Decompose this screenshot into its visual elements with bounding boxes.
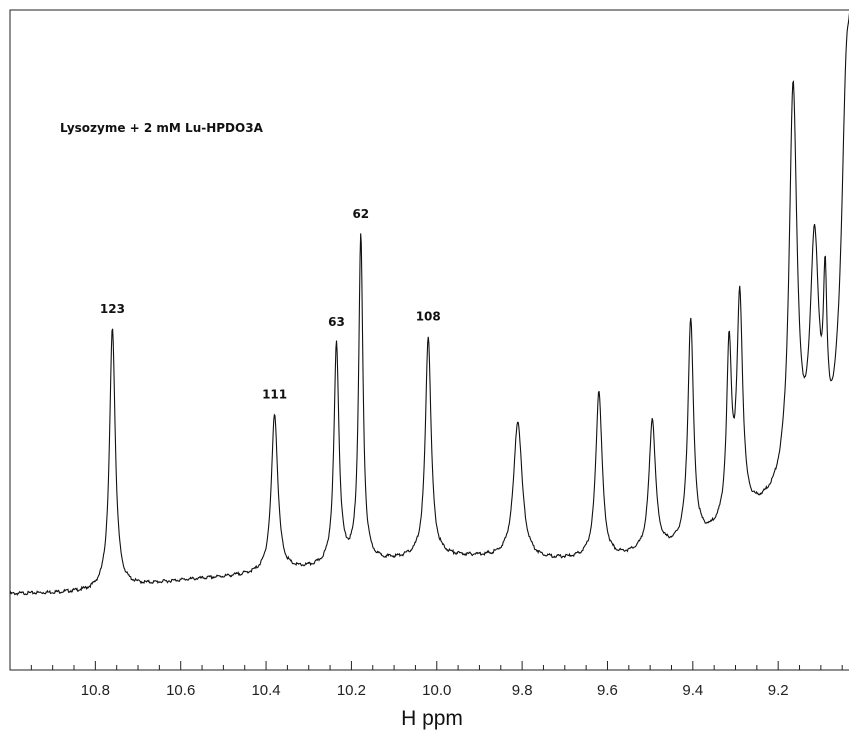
peak-label: 108 xyxy=(416,310,441,324)
plot-frame xyxy=(9,9,849,671)
peak-label: 63 xyxy=(328,315,345,329)
peak-labels: 123 111 63 62 108 xyxy=(100,207,441,402)
x-tick-label: 9.2 xyxy=(768,682,789,699)
chart-title: Lysozyme + 2 mM Lu-HPDO3A xyxy=(60,121,264,135)
x-tick-label: 9.4 xyxy=(682,682,703,699)
x-axis-ticks xyxy=(30,661,843,670)
peak-label: 62 xyxy=(352,207,369,221)
x-tick-label: 10.8 xyxy=(81,682,110,699)
x-tick-label: 10.0 xyxy=(422,682,451,699)
x-tick-label: 9.8 xyxy=(512,682,533,699)
x-tick-label: 10.2 xyxy=(337,682,366,699)
x-axis-tick-labels: 10.8 10.6 10.4 10.2 10.0 9.8 9.6 9.4 9.2 xyxy=(81,682,789,699)
x-tick-label: 9.6 xyxy=(597,682,618,699)
peak-label: 111 xyxy=(262,388,287,402)
x-tick-label: 10.4 xyxy=(251,682,280,699)
x-axis-label: H ppm xyxy=(401,707,463,730)
peak-label: 123 xyxy=(100,302,125,316)
x-tick-label: 10.6 xyxy=(166,682,195,699)
spectrum-line xyxy=(9,12,849,596)
